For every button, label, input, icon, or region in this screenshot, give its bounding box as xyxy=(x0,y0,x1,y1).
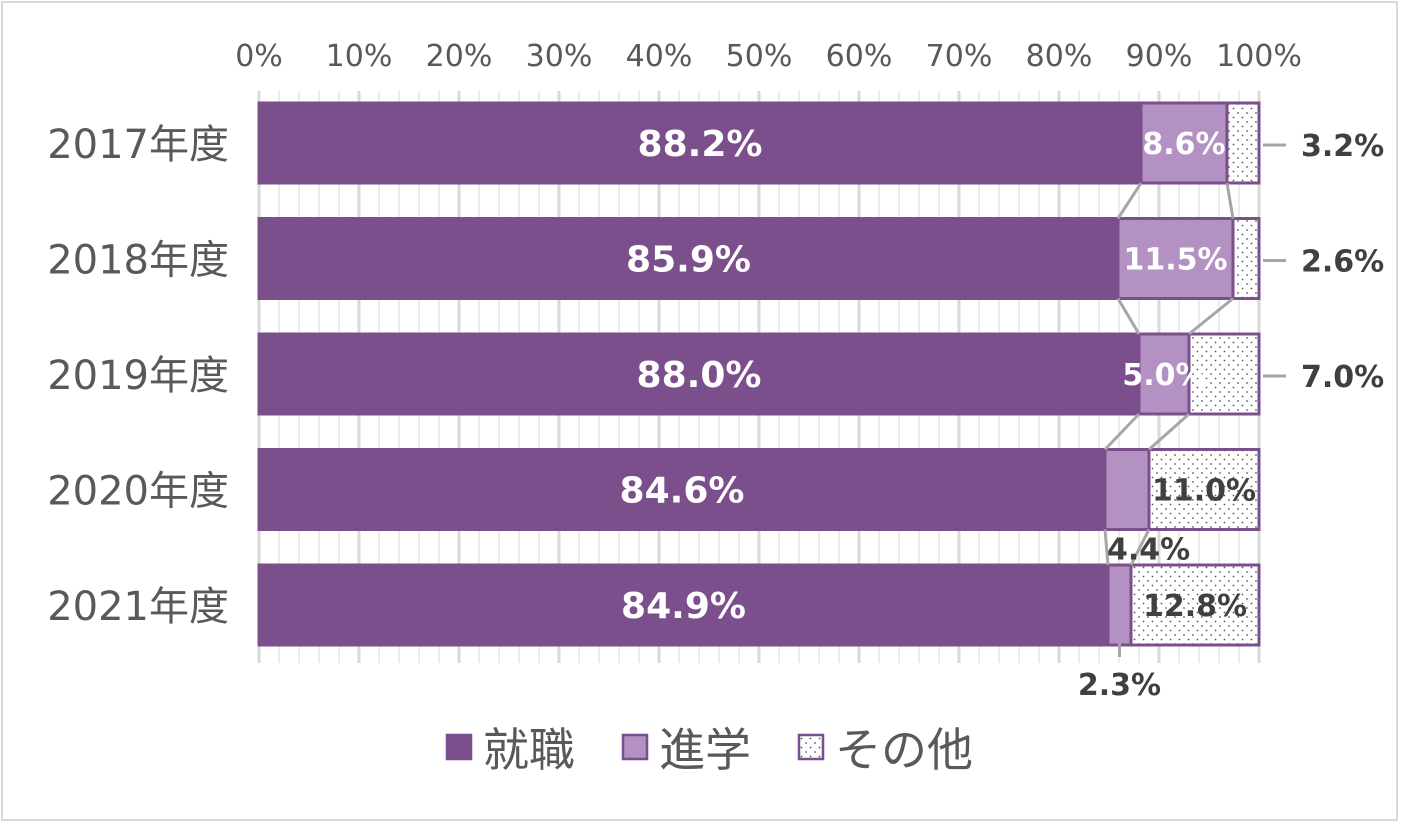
category-label: 2017年度 xyxy=(47,122,229,168)
x-tick-label: 40% xyxy=(626,39,693,74)
legend-label: 進学 xyxy=(659,723,751,777)
bar-segment-employment xyxy=(257,563,1110,647)
bar-segment-further-study xyxy=(1116,217,1235,300)
bar-segment-other xyxy=(1187,332,1261,416)
data-label: 3.2% xyxy=(1301,129,1384,164)
bar-segment-other xyxy=(1225,101,1261,185)
data-label: 84.6% xyxy=(620,471,745,512)
bar-segment-further-study xyxy=(1106,563,1133,647)
x-tick-label: 0% xyxy=(235,39,283,74)
bar-segment-employment xyxy=(257,101,1143,185)
series-line xyxy=(1129,528,1151,566)
series-line xyxy=(1225,182,1235,219)
legend: 就職 進学 その他 xyxy=(445,723,973,777)
x-tick-label: 70% xyxy=(926,39,993,74)
category-label: 2021年度 xyxy=(47,584,229,630)
data-label: 7.0% xyxy=(1301,360,1384,395)
data-label: 11.0% xyxy=(1152,474,1256,509)
legend-label: 就職 xyxy=(483,723,575,777)
data-labels: 88.2% 8.6% 3.2% 85.9% 11.5% 2.6% 88.0% 5.0% 7.0%… xyxy=(620,124,1385,703)
legend-swatch xyxy=(445,733,473,761)
data-label: 88.2% xyxy=(638,124,763,165)
legend-item: その他 xyxy=(797,723,973,777)
x-tick-label: 20% xyxy=(426,39,493,74)
data-label: 85.9% xyxy=(626,240,751,281)
x-tick-label: 60% xyxy=(826,39,893,74)
data-label: 88.0% xyxy=(637,355,762,396)
bar-segment-other xyxy=(1129,563,1261,647)
data-label: 2.3% xyxy=(1078,668,1161,703)
series-line xyxy=(1116,182,1143,220)
series-line xyxy=(1103,412,1141,451)
bar-segment-further-study xyxy=(1139,101,1229,185)
bar-segment-other xyxy=(1147,448,1261,531)
category-label: 2018年度 xyxy=(47,238,229,284)
x-tick-label: 30% xyxy=(526,39,593,74)
legend-swatch xyxy=(621,733,649,761)
bar-segment-employment xyxy=(257,332,1141,416)
category-labels: 2017年度 2018年度 2019年度 2020年度 2021年度 xyxy=(47,122,229,630)
data-label: 5.0% xyxy=(1122,358,1205,393)
legend-item: 進学 xyxy=(621,723,751,777)
legend-item: 就職 xyxy=(445,723,575,777)
x-tick-label: 10% xyxy=(326,39,393,74)
data-label: 8.6% xyxy=(1142,127,1225,162)
category-label: 2020年度 xyxy=(47,469,229,515)
bars xyxy=(257,101,1261,647)
legend-swatch xyxy=(797,733,825,761)
bar-segment-further-study xyxy=(1103,448,1151,531)
x-tick-label: 100% xyxy=(1216,39,1302,74)
series-line xyxy=(1148,412,1190,451)
data-label: 11.5% xyxy=(1123,243,1227,278)
bar-segment-other xyxy=(1231,217,1261,300)
stacked-bar-chart: 0% 10% 20% 30% 40% 50% 60% 70% 80% 90% 100% 2017年度… xyxy=(47,39,1385,777)
series-line xyxy=(1103,529,1110,566)
data-label: 12.8% xyxy=(1143,589,1247,624)
category-label: 2019年度 xyxy=(47,353,229,399)
x-axis-tick-labels: 0% 10% 20% 30% 40% 50% 60% 70% 80% 90% 100% xyxy=(235,39,1302,74)
data-label: 2.6% xyxy=(1301,245,1384,280)
x-tick-label: 90% xyxy=(1126,39,1193,74)
x-tick-label: 50% xyxy=(726,39,793,74)
series-line xyxy=(1188,297,1234,336)
data-label: 84.9% xyxy=(621,586,746,627)
bar-segment-employment xyxy=(257,217,1120,300)
series-lines xyxy=(1103,182,1235,566)
x-tick-label: 80% xyxy=(1026,39,1093,74)
data-label: 4.4% xyxy=(1107,533,1190,568)
legend-label: その他 xyxy=(835,723,973,777)
series-line xyxy=(1116,297,1141,335)
bar-segment-further-study xyxy=(1137,332,1191,416)
